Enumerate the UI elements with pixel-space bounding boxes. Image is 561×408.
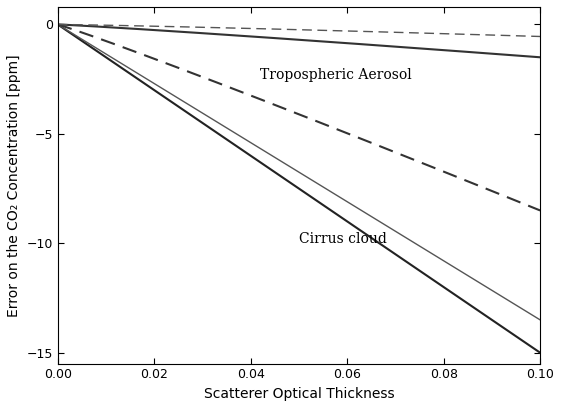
Text: Tropospheric Aerosol: Tropospheric Aerosol	[260, 68, 412, 82]
X-axis label: Scatterer Optical Thickness: Scatterer Optical Thickness	[204, 387, 394, 401]
Y-axis label: Error on the CO₂ Concentration [ppm]: Error on the CO₂ Concentration [ppm]	[7, 54, 21, 317]
Text: Cirrus cloud: Cirrus cloud	[299, 232, 387, 246]
